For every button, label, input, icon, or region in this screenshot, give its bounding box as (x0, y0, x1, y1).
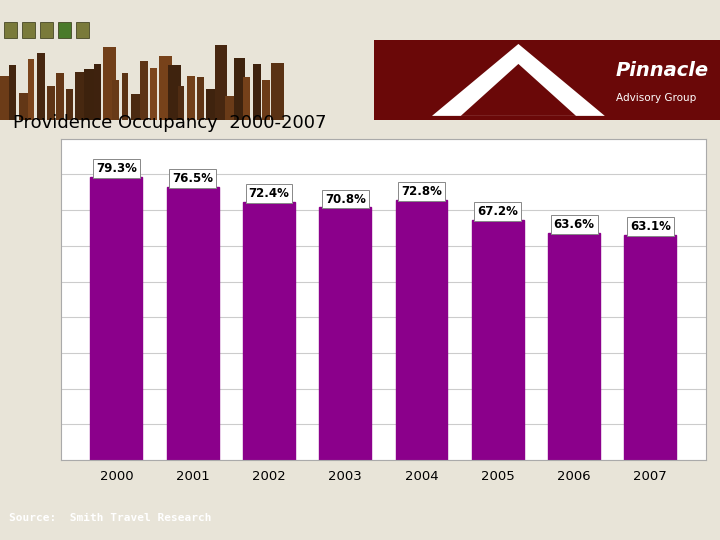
Bar (131, 94, 143, 120)
Bar (262, 80, 270, 120)
Bar (47, 86, 55, 120)
Bar (58, 22, 71, 38)
Text: Advisory Group: Advisory Group (616, 92, 696, 103)
Bar (66, 89, 73, 120)
Bar (472, 220, 523, 460)
Bar (94, 64, 101, 120)
Text: 72.8%: 72.8% (401, 185, 442, 198)
Bar (206, 89, 217, 120)
Text: Providence Occupancy  2000-2007: Providence Occupancy 2000-2007 (13, 114, 326, 132)
Bar (167, 187, 219, 460)
Bar (84, 69, 94, 120)
Bar (395, 200, 447, 460)
Bar (112, 80, 119, 120)
Text: 67.2%: 67.2% (477, 205, 518, 218)
Bar (197, 77, 204, 120)
Text: 76.5%: 76.5% (172, 172, 213, 185)
Text: Source:  Smith Travel Research: Source: Smith Travel Research (9, 513, 211, 523)
Bar (19, 93, 31, 120)
Bar (56, 73, 64, 120)
Bar (271, 63, 284, 120)
Bar (22, 22, 35, 38)
Text: 79.3%: 79.3% (96, 162, 137, 175)
Bar (37, 53, 45, 120)
Text: 72.4%: 72.4% (248, 187, 289, 200)
Bar (76, 22, 89, 38)
Bar (91, 177, 143, 460)
Bar (234, 58, 246, 120)
Bar (122, 73, 128, 120)
Bar (253, 64, 261, 120)
Text: Pinnacle: Pinnacle (616, 61, 708, 80)
Bar (624, 235, 676, 460)
Bar (374, 40, 720, 120)
Polygon shape (461, 64, 576, 116)
Bar (320, 207, 372, 460)
Bar (168, 65, 181, 120)
Bar (159, 56, 171, 120)
Bar (215, 45, 227, 120)
Text: 63.1%: 63.1% (630, 220, 671, 233)
Polygon shape (432, 44, 605, 116)
Bar (75, 72, 86, 120)
Bar (178, 86, 184, 120)
Bar (548, 233, 600, 460)
Bar (28, 59, 34, 120)
Bar (9, 65, 17, 120)
Bar (40, 22, 53, 38)
Text: 70.8%: 70.8% (325, 193, 366, 206)
Bar (150, 68, 157, 120)
Bar (225, 96, 236, 120)
Bar (243, 201, 295, 460)
Bar (243, 77, 250, 120)
Bar (187, 76, 195, 120)
Text: 63.6%: 63.6% (554, 218, 595, 231)
Bar (0, 77, 13, 120)
Bar (140, 62, 148, 120)
Bar (103, 46, 116, 120)
Bar (4, 22, 17, 38)
